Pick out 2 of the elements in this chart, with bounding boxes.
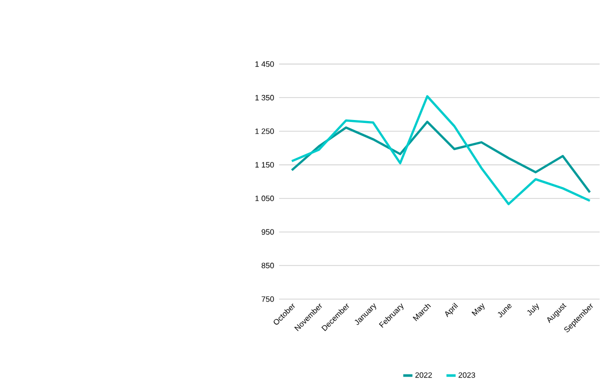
line-series xyxy=(290,95,591,206)
line-series xyxy=(290,120,591,194)
